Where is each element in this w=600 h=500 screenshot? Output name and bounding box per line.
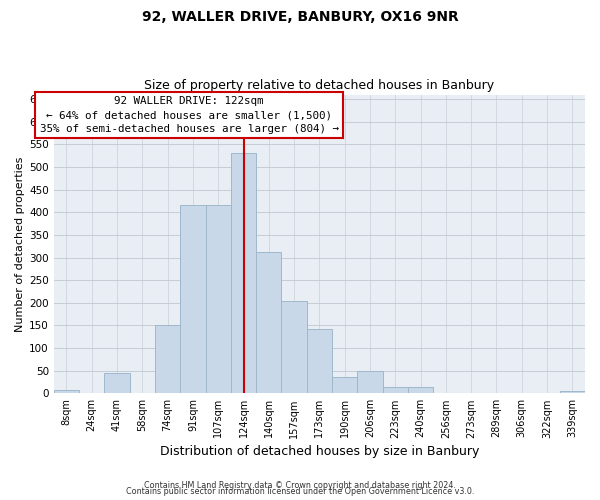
Text: 92 WALLER DRIVE: 122sqm
← 64% of detached houses are smaller (1,500)
35% of semi: 92 WALLER DRIVE: 122sqm ← 64% of detache… (40, 96, 339, 134)
Text: Contains HM Land Registry data © Crown copyright and database right 2024.: Contains HM Land Registry data © Crown c… (144, 481, 456, 490)
Title: Size of property relative to detached houses in Banbury: Size of property relative to detached ho… (145, 79, 494, 92)
Bar (383, 386, 408, 394)
X-axis label: Distribution of detached houses by size in Banbury: Distribution of detached houses by size … (160, 444, 479, 458)
Text: Contains public sector information licensed under the Open Government Licence v3: Contains public sector information licen… (126, 487, 474, 496)
Bar (180, 205, 206, 394)
Y-axis label: Number of detached properties: Number of detached properties (15, 156, 25, 332)
Bar (332, 378, 358, 394)
Bar (155, 326, 180, 394)
Bar (231, 154, 256, 394)
Bar (358, 371, 383, 394)
Bar (307, 328, 332, 394)
Bar (54, 390, 79, 394)
Bar (281, 300, 307, 394)
Bar (104, 374, 130, 394)
Text: 92, WALLER DRIVE, BANBURY, OX16 9NR: 92, WALLER DRIVE, BANBURY, OX16 9NR (142, 10, 458, 24)
Bar (560, 391, 585, 394)
Bar (206, 205, 231, 394)
Bar (256, 252, 281, 394)
Bar (408, 388, 433, 394)
